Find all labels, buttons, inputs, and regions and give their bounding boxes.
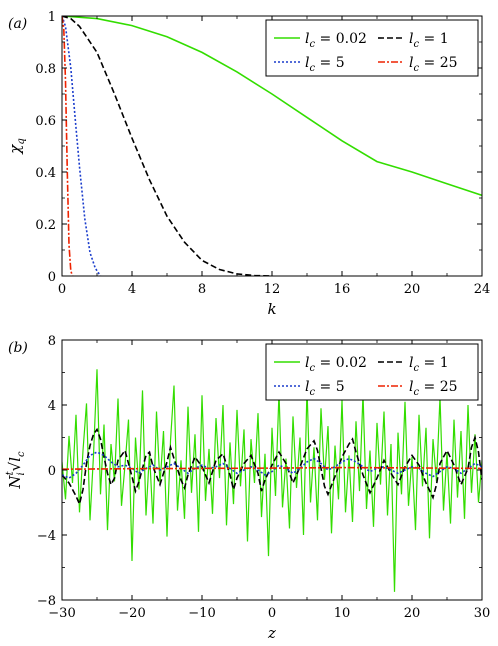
legend-entry-1: lc = 1	[409, 355, 449, 374]
x-tick-label: 30	[474, 606, 491, 621]
legend-entry-0: lc = 0.02	[305, 355, 367, 374]
y-tick-label: 0.4	[35, 166, 56, 181]
x-tick-label: −30	[48, 606, 75, 621]
panel-label: (a)	[8, 16, 27, 32]
x-tick-label: 20	[404, 606, 421, 621]
x-tick-label: 10	[334, 606, 351, 621]
series-line-3	[62, 466, 482, 470]
legend-entry-3: lc = 25	[409, 379, 458, 398]
series-line-3	[62, 16, 74, 276]
y-tick-label: 0.6	[35, 114, 56, 129]
legend: lc = 0.02 lc = 1 lc = 5 lc = 25	[265, 343, 479, 401]
legend-entry-3: lc = 25	[409, 55, 458, 74]
x-tick-label: 8	[198, 282, 206, 297]
x-tick-label: 4	[128, 282, 136, 297]
x-tick-label: 0	[268, 606, 276, 621]
x-axis-label: k	[267, 300, 276, 318]
series-line-0	[62, 369, 482, 592]
y-axis-label: Nit√lc	[5, 451, 27, 490]
panel-label: (b)	[8, 340, 28, 356]
y-axis-label: χq	[6, 138, 27, 155]
legend-box	[265, 19, 479, 77]
series-line-1	[62, 16, 273, 276]
legend: lc = 0.02 lc = 1 lc = 5 lc = 25	[265, 19, 479, 77]
y-tick-label: 8	[48, 334, 56, 349]
legend-box	[265, 343, 479, 401]
series-line-0	[62, 16, 482, 197]
x-tick-label: 12	[264, 282, 281, 297]
y-tick-label: 0	[48, 464, 56, 479]
x-tick-label: −20	[118, 606, 145, 621]
x-tick-label: 0	[58, 282, 66, 297]
y-tick-label: 4	[48, 399, 56, 414]
x-tick-label: 20	[404, 282, 421, 297]
legend-entry-2: lc = 5	[305, 55, 345, 74]
y-tick-label: 1	[48, 10, 56, 25]
legend-entry-2: lc = 5	[305, 379, 345, 398]
chart-panel-b: −30 −20 −10 0 10 20 30 −8 −4 0 4 8 z Nit√lc (b) lc = 0.…	[5, 334, 490, 642]
series-lines	[62, 369, 482, 592]
x-axis-label: z	[267, 624, 276, 642]
x-tick-label: −10	[188, 606, 215, 621]
series-line-2	[62, 16, 102, 276]
series-line-1	[62, 427, 482, 507]
y-tick-label: −8	[37, 594, 56, 609]
y-tick-label: 0.8	[35, 62, 56, 77]
x-tick-label: 24	[474, 282, 491, 297]
series-line-2	[62, 451, 482, 480]
y-tick-label: 0	[48, 270, 56, 285]
legend-entry-0: lc = 0.02	[305, 31, 367, 50]
chart-panel-a: 0 4 8 12 16 20 24 0 0.2 0.4 0.6 0.8 1 k χq (a) lc = 0.02…	[6, 10, 490, 318]
legend-entry-1: lc = 1	[409, 31, 449, 50]
series-lines	[62, 16, 482, 276]
x-tick-label: 16	[334, 282, 351, 297]
y-tick-label: 0.2	[35, 218, 56, 233]
y-tick-label: −4	[37, 529, 56, 544]
